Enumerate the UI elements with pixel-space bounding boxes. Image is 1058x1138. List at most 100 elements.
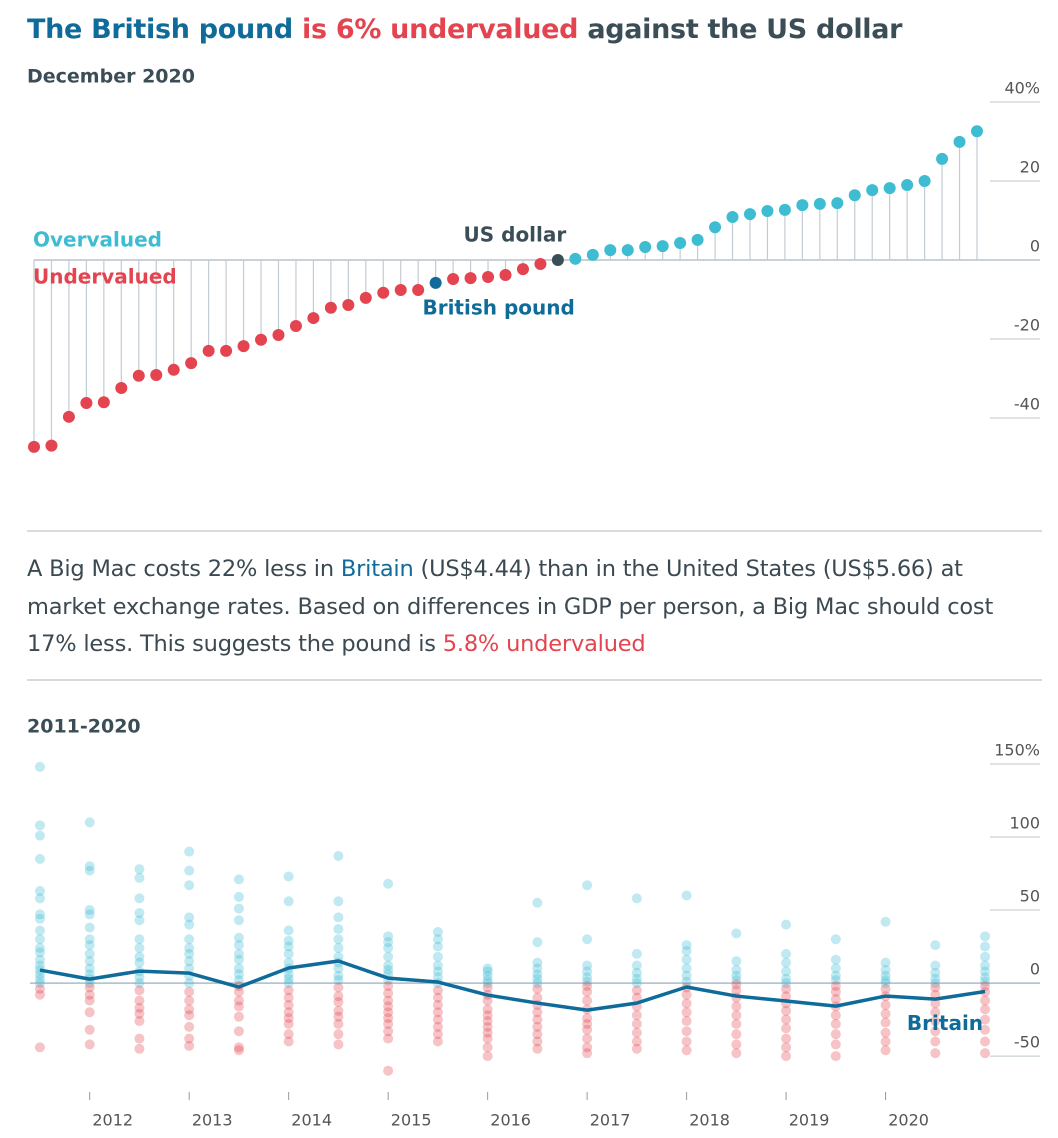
dot	[84, 940, 95, 951]
dot	[237, 340, 250, 353]
dot	[781, 957, 792, 968]
dot	[731, 964, 742, 975]
x-tick-label: 2019	[789, 1111, 830, 1130]
dot	[604, 244, 617, 257]
dot	[830, 1051, 841, 1062]
dot	[134, 1002, 145, 1013]
dot	[582, 1024, 593, 1035]
annotation: Undervalued	[33, 265, 177, 289]
dot	[34, 925, 45, 936]
dot	[283, 1018, 294, 1029]
dot	[532, 969, 543, 980]
dot	[283, 957, 294, 968]
dot	[184, 956, 195, 967]
dot	[781, 919, 792, 930]
dot	[283, 1013, 294, 1024]
dot	[691, 233, 704, 246]
dot	[639, 240, 652, 253]
dot	[383, 943, 394, 954]
dot	[34, 820, 45, 831]
dot	[681, 940, 692, 951]
dot	[184, 846, 195, 857]
dot	[681, 954, 692, 965]
dot	[813, 197, 826, 210]
dot	[184, 1033, 195, 1044]
dot	[84, 865, 95, 876]
x-tick-label: 2020	[888, 1111, 929, 1130]
dot	[971, 125, 983, 138]
dot	[34, 886, 45, 897]
dot	[631, 992, 642, 1003]
dot	[383, 1033, 394, 1044]
dot	[383, 878, 394, 889]
description-part: (US$4.44) than in the United States (US$…	[27, 556, 994, 657]
dot	[880, 975, 891, 986]
dot	[980, 1036, 991, 1047]
dot	[482, 978, 493, 989]
dot	[482, 975, 493, 986]
dot	[34, 943, 45, 954]
dot	[631, 1043, 642, 1054]
dot	[333, 1011, 344, 1022]
dot	[134, 951, 145, 962]
dot	[830, 1010, 841, 1021]
dot	[582, 976, 593, 987]
dot	[84, 905, 95, 916]
dot	[674, 237, 687, 250]
subtitle: December 2020	[27, 66, 195, 88]
dot	[134, 995, 145, 1006]
dot	[34, 989, 45, 1000]
dot	[220, 344, 233, 357]
dot	[731, 985, 742, 996]
dot	[532, 1043, 543, 1054]
y-tick-label: 0	[1030, 960, 1040, 979]
dot	[880, 1027, 891, 1038]
dot	[233, 995, 244, 1006]
dot	[432, 934, 443, 945]
dot	[283, 985, 294, 996]
dot	[681, 989, 692, 1000]
y-tick-label: -50	[1014, 1033, 1040, 1052]
dot	[631, 893, 642, 904]
dot	[569, 252, 582, 265]
dot	[184, 943, 195, 954]
dot	[432, 999, 443, 1010]
dot	[936, 152, 949, 165]
x-tick-label: 2014	[291, 1111, 332, 1130]
dot	[333, 970, 344, 981]
dot	[880, 1008, 891, 1019]
dot	[930, 998, 941, 1009]
dot	[930, 982, 941, 993]
dot	[283, 935, 294, 946]
dot	[781, 978, 792, 989]
dot	[134, 943, 145, 954]
dot	[84, 1024, 95, 1035]
dot	[377, 286, 390, 299]
dot	[582, 1018, 593, 1029]
dot	[830, 1029, 841, 1040]
series-label: Britain	[907, 1011, 983, 1035]
dot	[781, 1014, 792, 1025]
dot	[34, 964, 45, 975]
dot	[84, 1007, 95, 1018]
dot	[394, 284, 407, 297]
dot	[631, 1027, 642, 1038]
dot	[482, 1021, 493, 1032]
dot	[383, 1026, 394, 1037]
dot	[830, 934, 841, 945]
dot	[781, 1042, 792, 1053]
dot	[184, 963, 195, 974]
line	[39, 959, 986, 1012]
dot	[726, 210, 739, 223]
dot	[432, 1014, 443, 1025]
dot	[432, 960, 443, 971]
dot	[731, 1048, 742, 1059]
dot	[830, 980, 841, 991]
dot	[464, 272, 477, 285]
dot	[184, 978, 195, 989]
dot	[412, 284, 425, 297]
dot	[84, 948, 95, 959]
dot	[62, 410, 75, 423]
dot	[134, 957, 145, 968]
description-part: 5.8% undervalued	[442, 631, 646, 657]
